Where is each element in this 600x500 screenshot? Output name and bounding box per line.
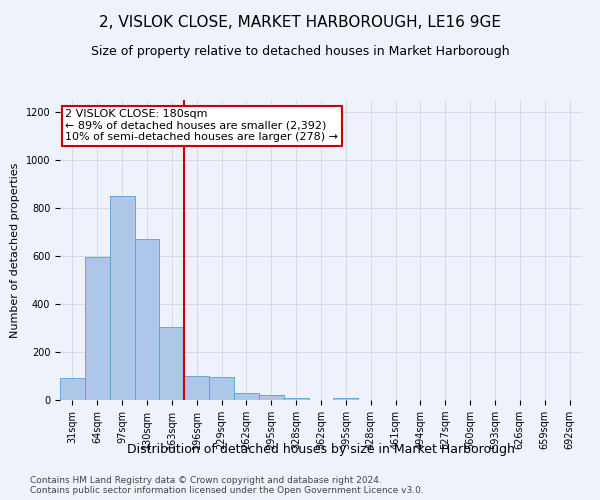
Text: 2, VISLOK CLOSE, MARKET HARBOROUGH, LE16 9GE: 2, VISLOK CLOSE, MARKET HARBOROUGH, LE16… <box>99 15 501 30</box>
Text: 2 VISLOK CLOSE: 180sqm
← 89% of detached houses are smaller (2,392)
10% of semi-: 2 VISLOK CLOSE: 180sqm ← 89% of detached… <box>65 109 338 142</box>
Text: Distribution of detached houses by size in Market Harborough: Distribution of detached houses by size … <box>127 442 515 456</box>
Bar <box>110 196 134 400</box>
Bar <box>160 327 184 400</box>
Text: Size of property relative to detached houses in Market Harborough: Size of property relative to detached ho… <box>91 45 509 58</box>
Text: Contains HM Land Registry data © Crown copyright and database right 2024.
Contai: Contains HM Land Registry data © Crown c… <box>30 476 424 495</box>
Bar <box>60 378 85 400</box>
Bar <box>85 257 110 400</box>
Bar <box>209 377 234 400</box>
Bar <box>284 398 308 400</box>
Bar <box>134 239 160 400</box>
Y-axis label: Number of detached properties: Number of detached properties <box>10 162 20 338</box>
Bar <box>234 393 259 400</box>
Bar <box>334 398 358 400</box>
Bar <box>184 376 209 400</box>
Bar <box>259 395 284 400</box>
